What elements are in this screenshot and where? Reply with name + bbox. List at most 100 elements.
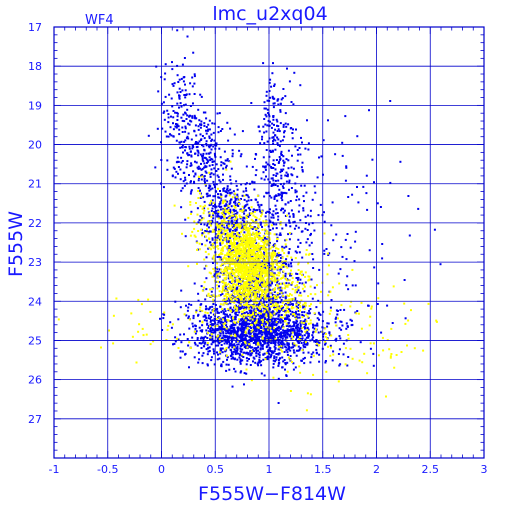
data-point [248, 358, 250, 360]
data-point [305, 336, 308, 339]
data-point [220, 227, 223, 230]
data-point [265, 223, 268, 226]
data-point [295, 308, 298, 311]
data-point [284, 112, 287, 115]
data-point [204, 315, 207, 318]
data-point [176, 102, 179, 105]
data-point [210, 203, 213, 206]
data-point [270, 355, 272, 358]
data-point [268, 312, 271, 315]
data-point [234, 197, 237, 200]
data-point [252, 306, 255, 309]
data-point [258, 259, 261, 262]
data-point [193, 82, 196, 85]
data-point [268, 254, 271, 257]
data-point [173, 82, 176, 85]
data-point [230, 357, 233, 360]
data-point [274, 341, 277, 344]
data-point [255, 169, 258, 172]
data-point [296, 316, 299, 319]
data-point [246, 284, 249, 287]
data-point [231, 230, 234, 232]
data-point [282, 329, 285, 332]
data-point [192, 325, 194, 328]
data-point [262, 305, 265, 308]
data-point [309, 308, 312, 310]
data-point [199, 153, 202, 156]
data-point [295, 312, 297, 315]
data-point [255, 257, 258, 260]
data-point [227, 297, 230, 300]
data-point [247, 289, 250, 292]
data-point [221, 292, 224, 295]
data-point [297, 226, 300, 229]
data-point [293, 324, 296, 327]
data-point [170, 115, 172, 118]
data-point [224, 273, 227, 276]
data-point [316, 344, 319, 347]
data-point [260, 283, 263, 286]
data-point [199, 306, 202, 309]
data-point [305, 241, 308, 244]
data-point [293, 227, 296, 230]
data-point [244, 229, 247, 231]
data-point [179, 306, 182, 309]
data-point [297, 306, 300, 309]
data-point [237, 335, 240, 338]
data-point [239, 362, 242, 365]
data-point [228, 210, 231, 213]
data-point [255, 274, 258, 277]
data-point [247, 246, 250, 249]
data-point [272, 179, 275, 182]
data-point [259, 266, 262, 269]
data-point [194, 332, 197, 335]
data-point [223, 328, 226, 331]
data-point [248, 309, 251, 312]
data-point [201, 232, 204, 235]
data-point [221, 309, 224, 312]
data-point [236, 193, 239, 196]
data-point [206, 353, 209, 356]
data-point [215, 233, 218, 236]
data-point [222, 167, 225, 170]
data-point [218, 275, 221, 278]
data-point [194, 160, 196, 163]
data-point [247, 328, 250, 331]
data-point [241, 285, 244, 288]
data-point [220, 349, 223, 352]
data-point [217, 126, 220, 129]
data-point [354, 230, 357, 233]
data-point [244, 239, 247, 242]
data-point [197, 151, 200, 154]
data-point [227, 253, 230, 256]
data-point [239, 258, 242, 261]
data-point [212, 173, 215, 176]
data-point [247, 332, 250, 335]
data-point [241, 293, 244, 296]
data-point [281, 97, 284, 100]
data-point [254, 254, 257, 257]
data-point [232, 253, 235, 256]
data-point [288, 318, 291, 321]
data-point [226, 232, 229, 234]
data-point [280, 191, 283, 194]
data-point [289, 333, 291, 336]
data-point [238, 284, 241, 287]
data-point [312, 258, 315, 261]
data-point [235, 304, 238, 307]
data-point [239, 318, 242, 321]
data-point [228, 251, 231, 254]
data-point [201, 362, 204, 365]
data-point [225, 321, 228, 324]
data-point [281, 366, 284, 369]
data-point [208, 189, 211, 192]
data-point [280, 289, 283, 292]
data-point [226, 188, 228, 191]
data-point [239, 328, 242, 331]
data-point [218, 272, 221, 275]
data-point [216, 256, 219, 258]
data-point [282, 265, 285, 268]
data-point [223, 317, 226, 320]
data-point [227, 238, 230, 241]
data-point [240, 237, 243, 240]
